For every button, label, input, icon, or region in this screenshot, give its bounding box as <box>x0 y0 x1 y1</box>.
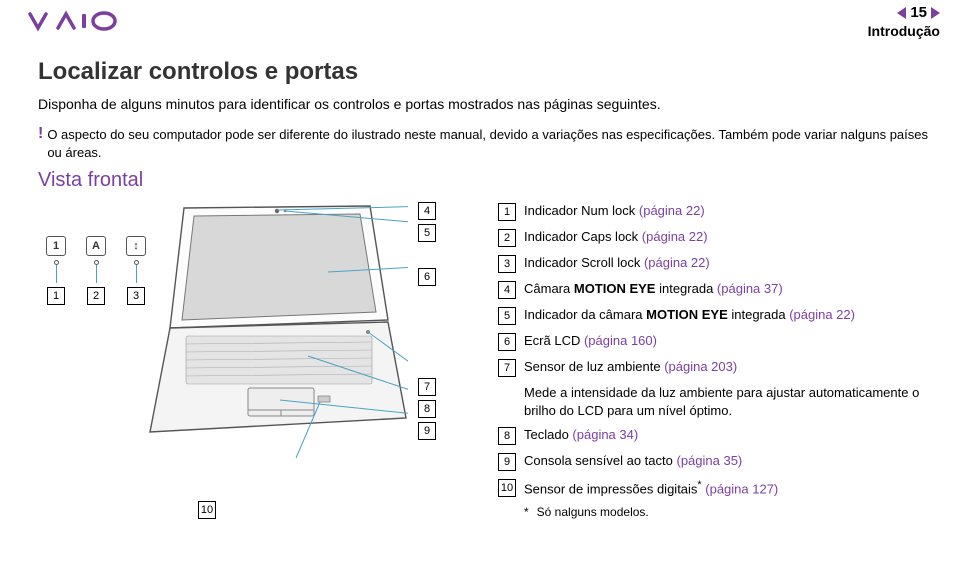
page-ref[interactable]: (página 37) <box>717 281 783 296</box>
capslock-icon: A <box>86 236 106 256</box>
callout-1: 1 <box>47 287 65 305</box>
page-ref[interactable]: (página 22) <box>639 203 705 218</box>
page-ref[interactable]: (página 34) <box>572 427 638 442</box>
feature-list: 1 Indicador Num lock (página 22) 2 Indicad… <box>478 202 930 519</box>
page-title: Localizar controlos e portas <box>38 58 930 86</box>
callout-8: 8 <box>418 400 436 418</box>
item-label: Indicador Num lock <box>524 203 639 218</box>
item-label: Ecrã LCD <box>524 333 584 348</box>
item-label: Consola sensível ao tacto <box>524 453 676 468</box>
item-label: Teclado <box>524 427 572 442</box>
subheading: Vista frontal <box>38 169 930 192</box>
prev-page-icon[interactable] <box>897 7 906 19</box>
callout-5: 5 <box>418 224 436 242</box>
numlock-icon: 1 <box>46 236 66 256</box>
item-label: Sensor de impressões digitais <box>524 482 697 497</box>
item-label: Câmara <box>524 281 574 296</box>
warning-text: O aspecto do seu computador pode ser dif… <box>47 126 930 161</box>
callout-10: 10 <box>198 501 216 519</box>
item-num: 5 <box>498 307 516 325</box>
item-num: 6 <box>498 333 516 351</box>
item-label: Indicador Scroll lock <box>524 255 644 270</box>
vaio-logo <box>28 10 126 37</box>
page-ref[interactable]: (página 160) <box>584 333 657 348</box>
indicator-inset: 1 1 A 2 ↕ 3 <box>44 236 148 305</box>
item-num: 2 <box>498 229 516 247</box>
warning-icon: ! <box>38 126 43 142</box>
footnote-mark: * <box>524 505 529 519</box>
item-num: 4 <box>498 281 516 299</box>
item-label: Sensor de luz ambiente <box>524 359 664 374</box>
callout-2: 2 <box>87 287 105 305</box>
footnote-mark: * <box>697 479 701 491</box>
laptop-illustration <box>138 202 408 467</box>
item-num: 8 <box>498 427 516 445</box>
item-7-extra: Mede a intensidade da luz ambiente para … <box>524 384 930 419</box>
callout-6: 6 <box>418 268 436 286</box>
page-subtitle: Disponha de alguns minutos para identifi… <box>38 96 930 112</box>
callout-4: 4 <box>418 202 436 220</box>
page-ref[interactable]: (página 22) <box>789 307 855 322</box>
page-ref[interactable]: (página 127) <box>705 482 778 497</box>
page-ref[interactable]: (página 22) <box>642 229 708 244</box>
page-ref[interactable]: (página 22) <box>644 255 710 270</box>
callout-7: 7 <box>418 378 436 396</box>
section-label: Introdução <box>868 23 940 39</box>
item-label: Indicador Caps lock <box>524 229 642 244</box>
callouts-right: 4 5 6 7 8 9 <box>418 202 436 444</box>
page-ref[interactable]: (página 35) <box>676 453 742 468</box>
item-num: 3 <box>498 255 516 273</box>
diagram-area: 1 1 A 2 ↕ 3 <box>38 202 478 519</box>
item-num: 7 <box>498 359 516 377</box>
footnote-text: Só nalguns modelos. <box>537 505 649 519</box>
page-number: 15 <box>910 4 927 21</box>
item-num: 10 <box>498 479 516 497</box>
item-label-bold: MOTION EYE <box>574 281 656 296</box>
next-page-icon[interactable] <box>931 7 940 19</box>
item-label-bold: MOTION EYE <box>646 307 728 322</box>
item-num: 9 <box>498 453 516 471</box>
page-ref[interactable]: (página 203) <box>664 359 737 374</box>
item-label: Indicador da câmara <box>524 307 646 322</box>
item-num: 1 <box>498 203 516 221</box>
callout-9: 9 <box>418 422 436 440</box>
